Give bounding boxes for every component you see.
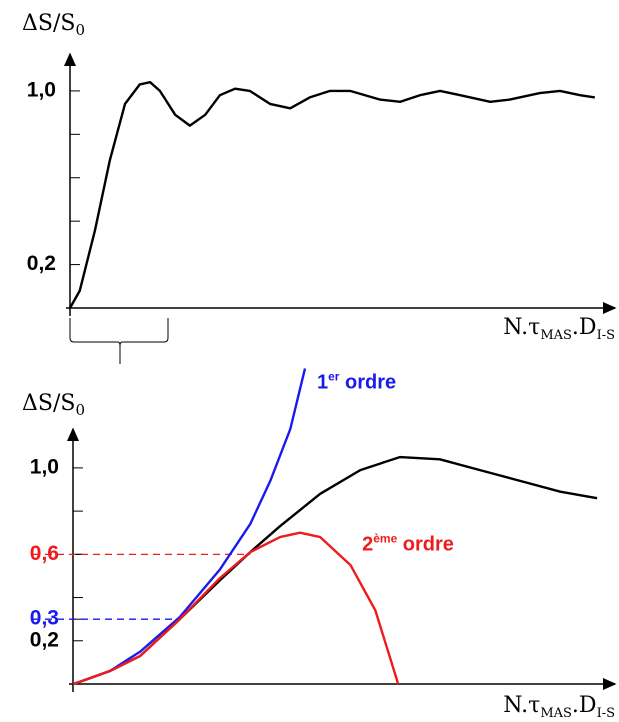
y-label-part: 0 xyxy=(75,401,85,419)
legend-label: 1er ordre xyxy=(317,369,396,393)
x-label-part: MAS xyxy=(540,706,572,721)
x-label-part: N.τ xyxy=(503,315,540,340)
x-axis-label: N.τMAS.DI-S xyxy=(503,693,615,721)
line xyxy=(72,531,400,686)
y-tick-label: 0,6 xyxy=(30,542,59,565)
line xyxy=(68,81,595,309)
x-label-part: .D xyxy=(572,693,597,718)
y-label-part: ΔS/S xyxy=(22,391,75,416)
y-tick-label: 0,3 xyxy=(30,607,59,630)
y-tick-label: 1,0 xyxy=(30,455,59,478)
y-label-part: ΔS/S xyxy=(22,11,75,36)
line xyxy=(72,368,307,686)
y-label-part: 0 xyxy=(75,21,85,39)
y-axis-label: ΔS/S0 xyxy=(22,391,85,419)
legend-label: 2ème ordre xyxy=(362,532,454,556)
bracket xyxy=(69,318,169,364)
y-tick-label: 0,2 xyxy=(30,628,59,651)
x-label-part: I-S xyxy=(597,706,615,721)
y-tick-label: 1,0 xyxy=(27,78,56,101)
x-axis-label: N.τMAS.DI-S xyxy=(503,315,615,343)
y-axis-label: ΔS/S0 xyxy=(22,11,85,39)
y-tick-label: 0,2 xyxy=(27,252,56,275)
x-label-part: .D xyxy=(572,315,597,340)
line xyxy=(72,455,598,686)
x-label-part: MAS xyxy=(540,328,572,343)
x-label-part: I-S xyxy=(597,328,615,343)
x-label-part: N.τ xyxy=(503,693,540,718)
